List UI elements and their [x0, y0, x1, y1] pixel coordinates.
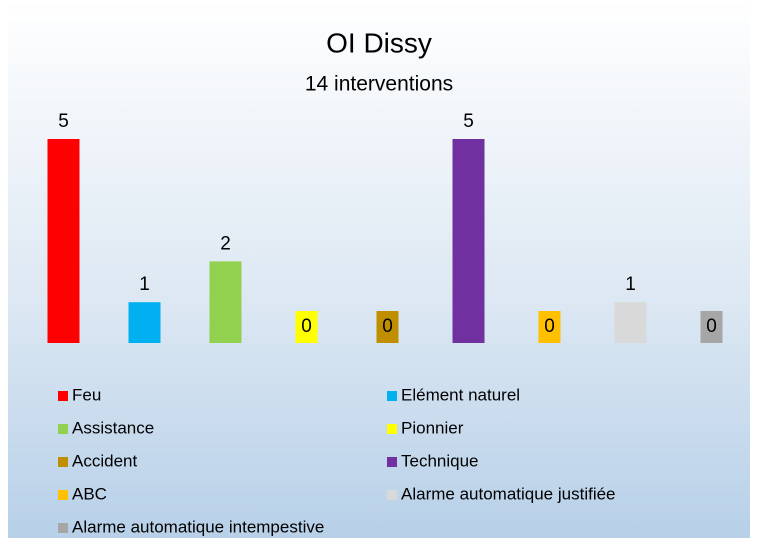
data-label: 5 — [463, 111, 474, 132]
legend-swatch — [58, 457, 68, 467]
label-background — [295, 311, 318, 343]
legend-swatch — [387, 391, 397, 401]
data-label: 0 — [301, 316, 312, 337]
legend-swatch — [387, 424, 397, 434]
legend-label: Alarme automatique justifiée — [401, 484, 616, 503]
bar — [128, 302, 161, 343]
data-label: 0 — [544, 316, 555, 337]
data-label: 0 — [706, 316, 717, 337]
legend-label: Accident — [72, 451, 137, 470]
legend-swatch — [387, 457, 397, 467]
chart-subtitle: 14 interventions — [305, 73, 453, 96]
legend-swatch — [58, 424, 68, 434]
data-label: 1 — [139, 274, 150, 295]
data-label: 5 — [58, 111, 69, 132]
bar — [614, 302, 647, 343]
chart-title: OI Dissy — [326, 27, 432, 58]
bar — [47, 139, 80, 343]
legend-label: Pionnier — [401, 418, 464, 437]
label-background — [700, 311, 723, 343]
legend-label: Alarme automatique intempestive — [72, 517, 324, 536]
legend-label: ABC — [72, 484, 107, 503]
bar — [452, 139, 485, 343]
legend-swatch — [58, 490, 68, 500]
data-label: 0 — [382, 316, 393, 337]
chart-background — [8, 0, 750, 538]
legend-label: Elément naturel — [401, 385, 520, 404]
bar — [209, 261, 242, 343]
legend-swatch — [387, 490, 397, 500]
legend-swatch — [58, 391, 68, 401]
data-label: 2 — [220, 233, 231, 254]
label-background — [538, 311, 561, 343]
legend-label: Feu — [72, 385, 101, 404]
legend-label: Assistance — [72, 418, 154, 437]
legend-label: Technique — [401, 451, 479, 470]
label-background — [376, 311, 399, 343]
legend-swatch — [58, 523, 68, 533]
data-label: 1 — [625, 274, 636, 295]
